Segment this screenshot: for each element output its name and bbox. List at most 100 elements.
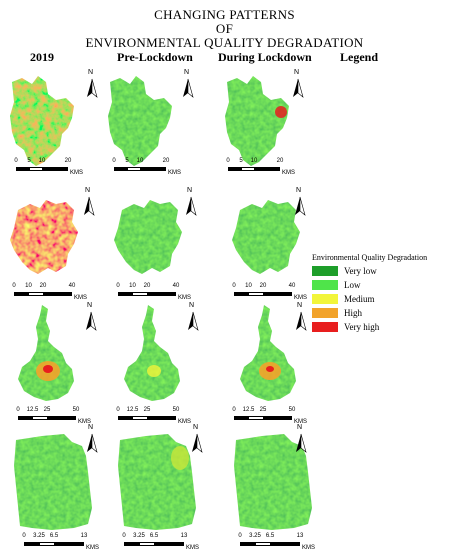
scale-tick-label: 20 (259, 283, 267, 289)
scale-tick-label: 13 (296, 533, 304, 539)
scale-tick-label: 10 (38, 158, 46, 164)
scale-bar-segment (119, 293, 133, 295)
map-row2-during-lockdown (232, 200, 300, 274)
map-row2-2019 (10, 200, 78, 274)
scale-bar: 0 3.25 6.5 13 KMS (22, 533, 114, 555)
scale-bar-segment (15, 293, 29, 295)
legend-item-low: Low (312, 280, 432, 291)
scale-tick-label: 0 (122, 533, 126, 539)
scale-bar: 0 12.5 25 50 KMS (116, 407, 206, 429)
scale-bar-segment (254, 168, 279, 170)
scale-bar: 0 12.5 25 50 KMS (232, 407, 322, 429)
scale-bar: 0 3.25 6.5 13 KMS (238, 533, 330, 555)
legend-label: High (344, 308, 362, 318)
scale-tick-label: 12.5 (26, 407, 39, 413)
scale-tick-label: 6.5 (49, 533, 59, 539)
scale-bar-graphic (118, 292, 176, 296)
scale-tick-label: 10 (250, 158, 258, 164)
map-row2-pre-lockdown (114, 200, 182, 274)
scale-unit-label: KMS (78, 419, 92, 425)
legend-swatch (312, 322, 338, 332)
scale-unit-label: KMS (186, 545, 200, 551)
scale-unit-label: KMS (168, 170, 182, 176)
scale-bar-segment (19, 417, 33, 419)
scale-bar-segment (263, 293, 291, 295)
legend-swatch (312, 280, 338, 290)
map-row3-2019 (18, 305, 74, 401)
scale-bar-segment (115, 168, 128, 170)
scale-tick-label: 13 (180, 533, 188, 539)
scale-tick-label: 12.5 (242, 407, 255, 413)
scale-bar: 0 10 20 40 KMS (12, 283, 102, 305)
legend-label: Very high (344, 322, 380, 332)
scale-bar-graphic (14, 292, 72, 296)
scale-tick-label: 13 (80, 533, 88, 539)
scale-tick-label: 0 (22, 533, 26, 539)
legend-item-high: High (312, 308, 432, 319)
scale-tick-label: 20 (276, 158, 284, 164)
scale-tick-label: 40 (68, 283, 76, 289)
legend-item-very-high: Very high (312, 322, 432, 333)
legend-item-medium: Medium (312, 294, 432, 305)
scale-unit-label: KMS (302, 545, 316, 551)
scale-unit-label: KMS (86, 545, 100, 551)
scale-tick-label: 6.5 (149, 533, 159, 539)
legend-title: Environmental Quality Degradation (312, 253, 428, 262)
scale-tick-label: 0 (116, 283, 120, 289)
scale-tick-label: 10 (136, 158, 144, 164)
scale-tick-label: 25 (259, 407, 267, 413)
column-header-legend: Legend (340, 50, 379, 64)
scale-tick-label: 3.25 (133, 533, 145, 539)
scale-tick-label: 20 (64, 158, 72, 164)
scale-bar-graphic (118, 416, 176, 420)
north-arrow-icon: N (294, 424, 308, 455)
north-arrow-icon: N (85, 69, 99, 100)
scale-bar-segment (140, 168, 165, 170)
north-arrow-icon: N (85, 424, 99, 455)
scale-bar: 0 3.25 6.5 13 KMS (122, 533, 214, 555)
scale-tick-label: 10 (25, 283, 32, 289)
scale-tick-label: 3.25 (33, 533, 45, 539)
scale-tick-label: 20 (143, 283, 151, 289)
north-arrow-icon: N (184, 187, 198, 218)
map-row3-during-lockdown (240, 305, 296, 401)
legend-label: Very low (344, 266, 377, 276)
map-row1-2019 (10, 76, 74, 166)
scale-bar-segment (25, 543, 40, 545)
scale-tick-label: 10 (245, 283, 252, 289)
scale-tick-label: 50 (72, 407, 80, 413)
scale-bar-segment (54, 543, 83, 545)
scale-tick-label: 0 (116, 407, 120, 413)
scale-tick-label: 5 (27, 158, 31, 164)
scale-unit-label: KMS (70, 170, 84, 176)
scale-tick-label: 20 (162, 158, 170, 164)
scale-tick-label: 0 (226, 158, 230, 164)
north-arrow-icon: N (190, 424, 204, 455)
legend-swatch (312, 294, 338, 304)
scale-tick-label: 6.5 (265, 533, 275, 539)
scale-bar-graphic (124, 542, 184, 546)
north-arrow-icon: N (84, 302, 98, 333)
scale-unit-label: KMS (178, 295, 192, 301)
scale-bar-segment (42, 168, 67, 170)
legend-label: Low (344, 280, 361, 290)
scale-tick-label: 0 (112, 158, 116, 164)
scale-bar-graphic (114, 167, 166, 171)
scale-unit-label: KMS (282, 170, 296, 176)
scale-bar-segment (270, 543, 299, 545)
scale-tick-label: 0 (16, 407, 20, 413)
scale-tick-label: 0 (12, 283, 16, 289)
scale-bar-segment (147, 293, 175, 295)
scale-bar-segment (47, 417, 75, 419)
legend-label: Medium (344, 294, 375, 304)
legend-swatch (312, 308, 338, 318)
title-line-3: ENVIRONMENTAL QUALITY DEGRADATION (85, 35, 364, 50)
scale-bar-segment (43, 293, 71, 295)
scale-tick-label: 40 (288, 283, 296, 289)
scale-bar-segment (125, 543, 140, 545)
scale-bar-segment (235, 417, 249, 419)
scale-tick-label: 50 (288, 407, 296, 413)
scale-tick-label: 50 (172, 407, 180, 413)
north-arrow-icon: N (186, 302, 200, 333)
scale-unit-label: KMS (74, 295, 88, 301)
